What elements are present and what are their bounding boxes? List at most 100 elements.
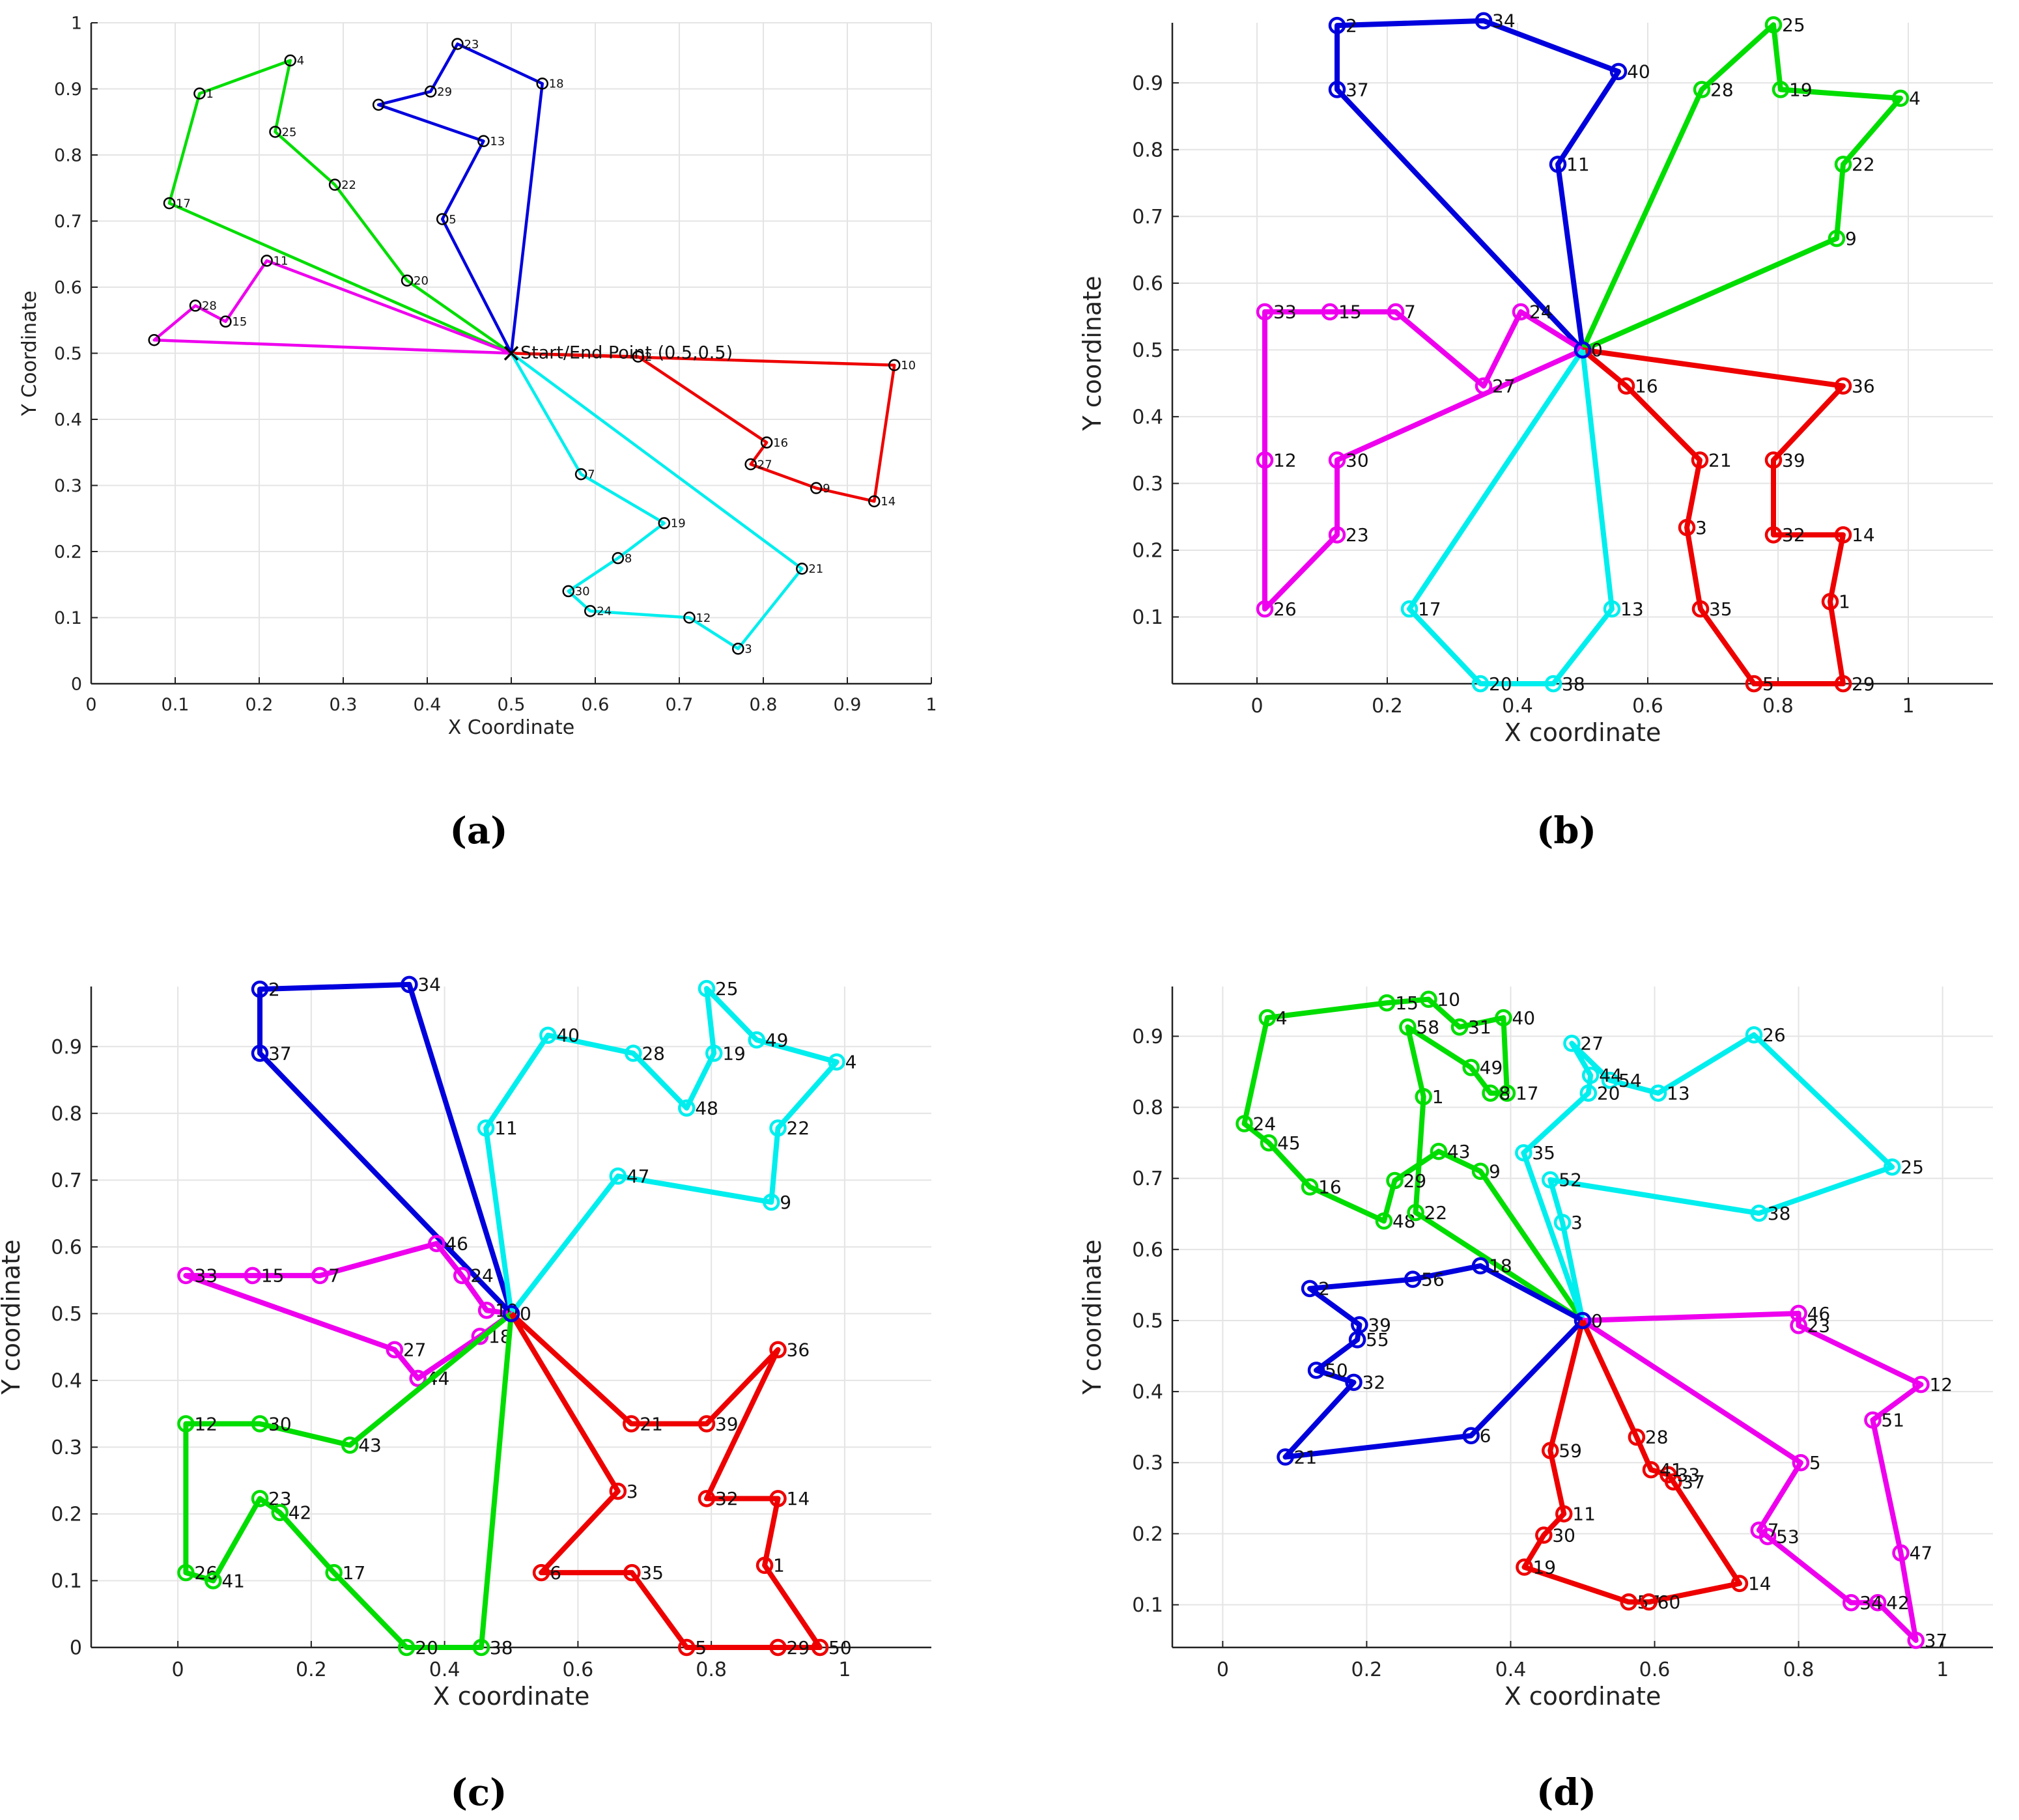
customer-node (658, 517, 671, 529)
node-label: 1 (1432, 1086, 1444, 1108)
route-magenta (1581, 1311, 1924, 1644)
node-label: 27 (1492, 376, 1516, 397)
depot-label: 0 (520, 1303, 531, 1324)
customer-node (477, 1119, 495, 1137)
node-label: 7 (587, 468, 595, 482)
node-label: 26 (1762, 1024, 1786, 1046)
y-tick-label: 0.8 (54, 145, 82, 165)
customer-node (1772, 81, 1790, 98)
node-label: 9 (1489, 1161, 1501, 1183)
node-label: 19 (1789, 79, 1813, 100)
x-tick-label: 0 (172, 1659, 184, 1681)
customer-node (705, 1044, 723, 1062)
node-label: 13 (1667, 1083, 1690, 1104)
panel-d-label: (d) (1536, 1771, 1596, 1814)
node-label: 28 (1645, 1427, 1669, 1448)
x-tick-label: 0 (1250, 695, 1263, 718)
customer-node (1555, 1505, 1573, 1523)
node-label: 1 (1839, 591, 1850, 613)
node-label: 36 (1852, 376, 1875, 397)
customer-node (1907, 1631, 1925, 1649)
node-label: 1 (206, 87, 213, 101)
node-label: 23 (1807, 1315, 1831, 1336)
y-tick-label: 0.5 (54, 344, 82, 364)
customer-node (1498, 1084, 1516, 1102)
customer-node (1375, 1212, 1393, 1230)
node-label: 16 (1635, 376, 1658, 397)
customer-node (698, 1490, 716, 1507)
customer-node (251, 1044, 269, 1062)
customer-node (1601, 1071, 1619, 1089)
customer-node (251, 980, 269, 998)
customer-node (409, 1369, 427, 1388)
x-tick-label: 0.4 (429, 1659, 460, 1681)
panel-a-label: (a) (449, 809, 507, 852)
node-label: 55 (1366, 1329, 1389, 1351)
y-axis-label: Y Coordinate (18, 290, 41, 416)
depot-marker (503, 346, 519, 361)
customer-node (1640, 1593, 1658, 1611)
node-label: 32 (1782, 524, 1805, 546)
node-label: 11 (274, 255, 289, 268)
customer-node (769, 1490, 787, 1507)
node-label: 23 (1346, 524, 1369, 546)
node-label: 25 (1782, 14, 1805, 36)
y-tick-label: 0.2 (51, 1503, 82, 1526)
customer-node (1750, 1204, 1768, 1222)
customer-node (1792, 1453, 1810, 1472)
node-label: 19 (671, 517, 686, 531)
node-label: 34 (417, 974, 441, 996)
node-label: 4 (297, 54, 304, 68)
node-label: 44 (1599, 1065, 1622, 1086)
customer-node (1307, 1362, 1325, 1379)
panel-b: (b) 0 0.2 0.4 0.6 0.8 1 0.1 0.2 0.3 0.4 0.5 0.6 0.7 0… (1078, 10, 1993, 852)
node-label: 30 (1346, 449, 1369, 471)
node-label: 35 (1532, 1142, 1555, 1164)
route-blue (257, 981, 514, 1316)
node-label: 21 (808, 563, 823, 576)
customer-node (1450, 1018, 1469, 1036)
y-tick-label: 0 (70, 1637, 82, 1660)
customer-node (1301, 1280, 1319, 1298)
y-tick-label: 0.6 (1132, 1239, 1163, 1261)
x-tick-label: 0.5 (498, 695, 526, 715)
customer-node (1475, 12, 1493, 30)
node-label: 14 (1852, 524, 1875, 546)
node-label: 47 (1910, 1543, 1933, 1564)
node-label: 12 (1929, 1374, 1953, 1395)
customer-node (1553, 1214, 1572, 1231)
depot-marker (1574, 1311, 1592, 1330)
node-label: 53 (1776, 1526, 1800, 1548)
customer-node (1386, 1171, 1404, 1190)
customer-node (632, 350, 645, 363)
x-tick-label: 0.8 (750, 695, 778, 715)
route-red (1581, 347, 1846, 686)
customer-node (428, 1235, 445, 1252)
y-tick-label: 0.2 (1132, 1523, 1163, 1546)
y-tick-label: 0 (71, 674, 82, 694)
x-tick-label: 0.3 (330, 695, 358, 715)
node-label: 30 (1552, 1524, 1575, 1546)
node-label: 11 (1572, 1504, 1596, 1525)
customer-node (1563, 1035, 1581, 1052)
customer-node (1603, 600, 1621, 618)
route-magenta (183, 1240, 513, 1381)
node-label: 48 (695, 1097, 718, 1119)
route-blue (1282, 1263, 1585, 1460)
node-label: 37 (268, 1043, 292, 1064)
x-tick-label: 0.4 (1495, 1659, 1527, 1681)
x-tick-label: 0.8 (1783, 1659, 1814, 1681)
node-label: 60 (1658, 1591, 1681, 1613)
x-tick-label: 0.7 (666, 695, 694, 715)
customer-node (574, 468, 587, 481)
customer-node (1834, 377, 1852, 395)
customer-node (1512, 303, 1530, 321)
customer-node (1277, 1448, 1294, 1466)
route-magenta (152, 259, 512, 355)
customer-node (584, 605, 597, 617)
node-label: 37 (1346, 79, 1369, 100)
node-label: 2 (645, 350, 652, 364)
customer-node (1549, 156, 1567, 173)
route-magenta (1262, 309, 1585, 612)
node-label: 38 (1562, 673, 1585, 695)
